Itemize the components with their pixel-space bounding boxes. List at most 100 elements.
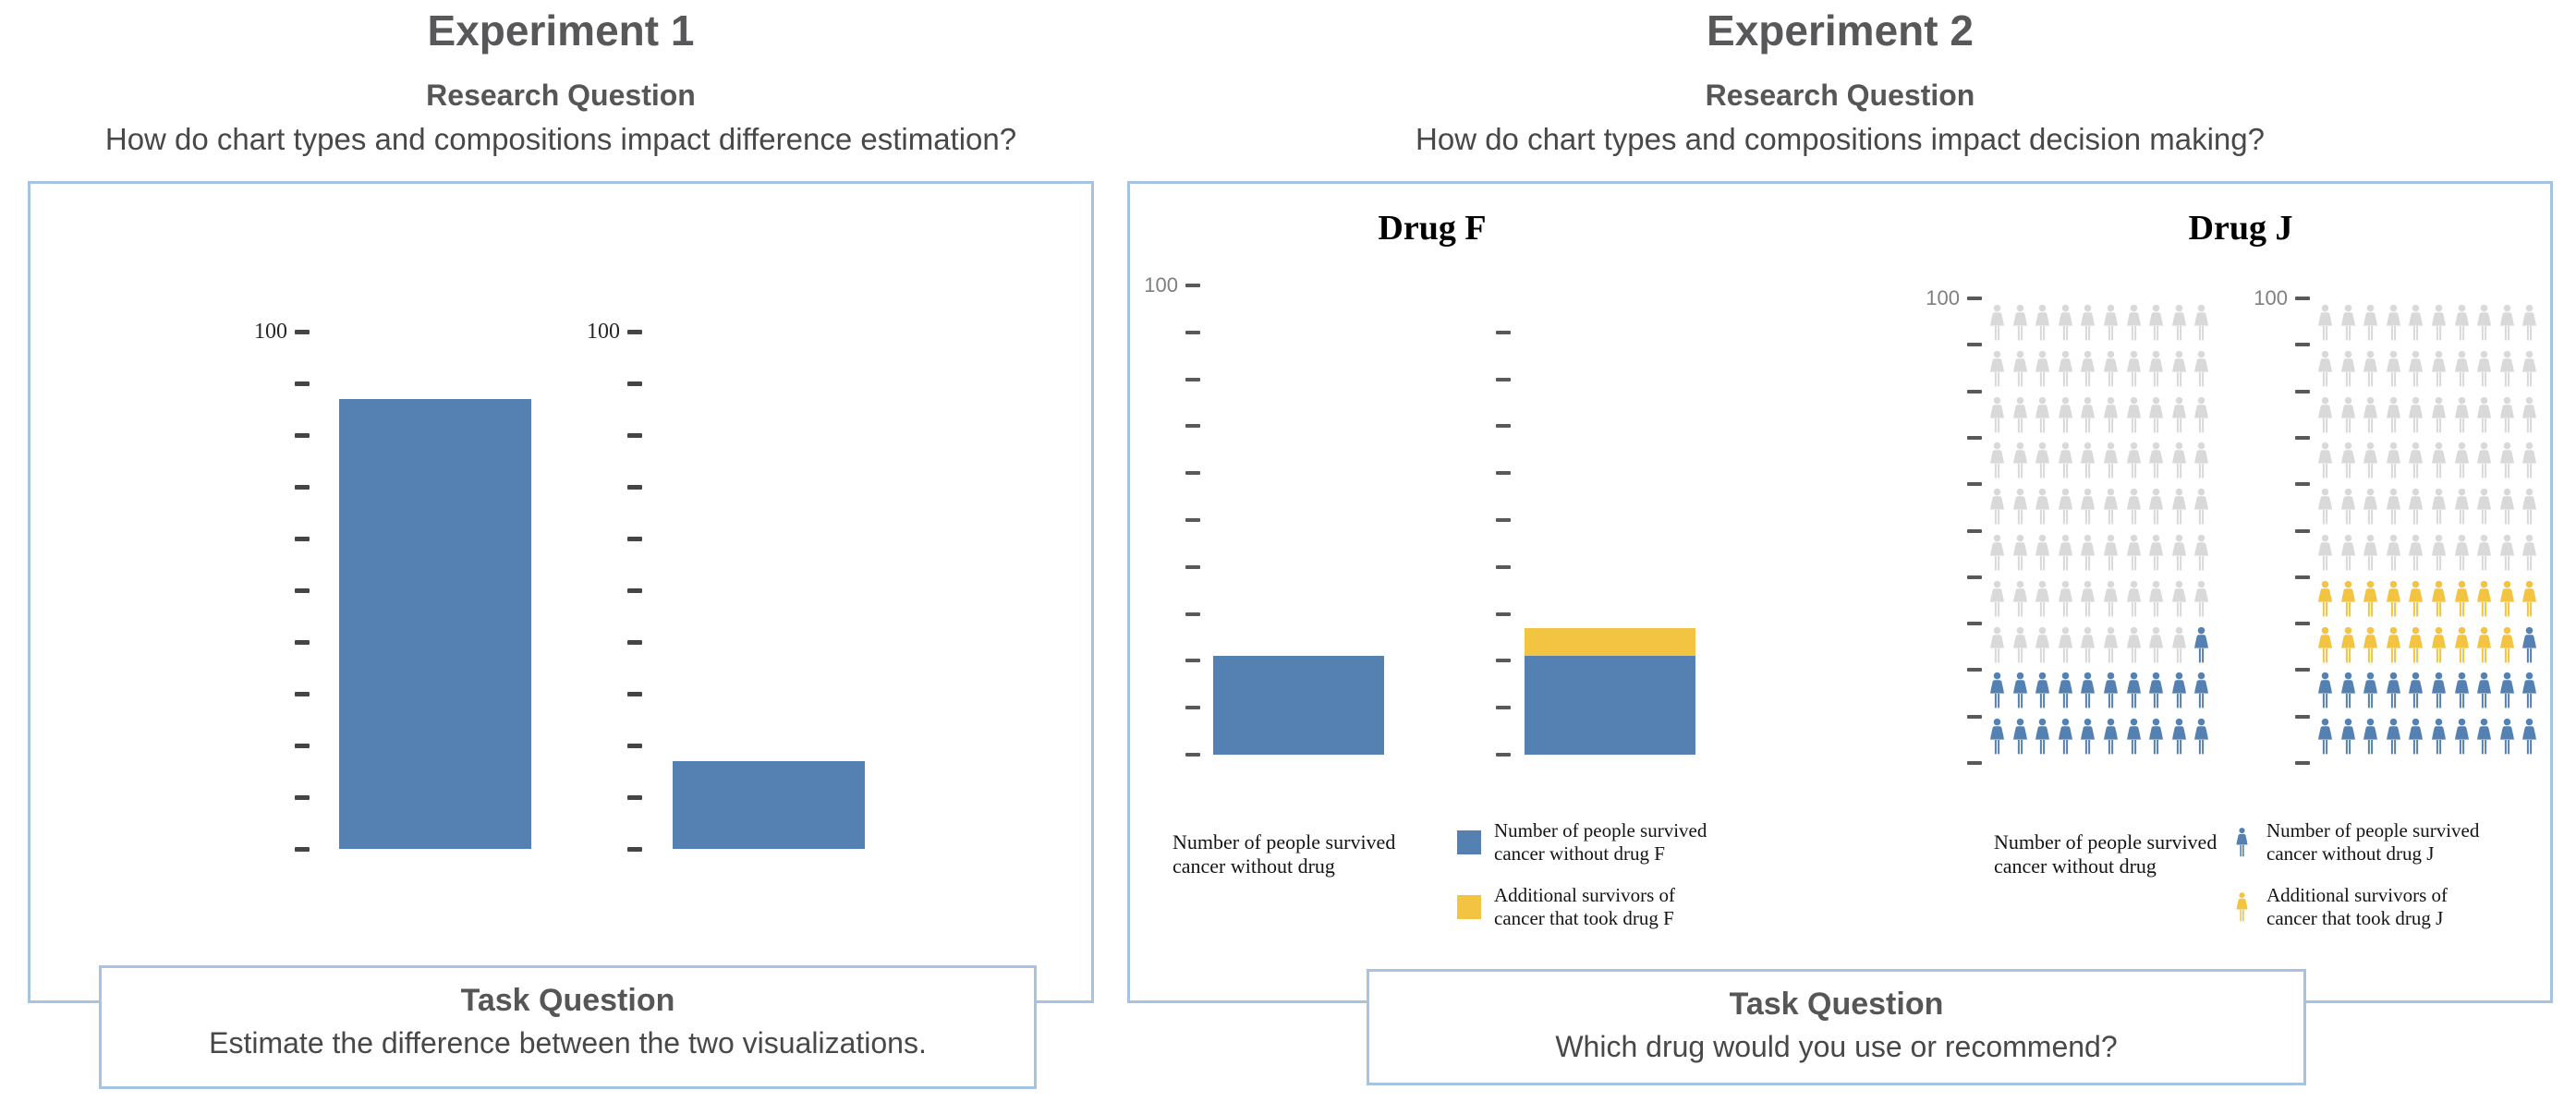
axis-tick bbox=[1496, 471, 1511, 476]
legend-label: Number of people survived cancer without… bbox=[1494, 819, 1707, 865]
person-icon bbox=[1987, 532, 2007, 574]
bar-segment bbox=[1525, 627, 1695, 657]
person-icon bbox=[2497, 486, 2517, 527]
person-icon bbox=[2033, 532, 2052, 574]
axis-tick bbox=[1185, 424, 1200, 429]
experiment1-panel: 100 100 bbox=[28, 181, 1094, 1003]
axis-tick bbox=[627, 330, 642, 334]
axis-tick bbox=[295, 588, 310, 593]
axis-tick bbox=[1185, 330, 1200, 334]
person-icon bbox=[2124, 348, 2144, 390]
person-icon bbox=[2315, 486, 2335, 527]
person-icon bbox=[2056, 486, 2075, 527]
person-icon bbox=[2315, 394, 2335, 436]
person-icon bbox=[2384, 624, 2403, 666]
bar-segment bbox=[339, 398, 531, 849]
bar-segment bbox=[1213, 656, 1384, 755]
person-icon bbox=[2361, 440, 2380, 481]
person-icon bbox=[2406, 670, 2425, 711]
axis-tick bbox=[295, 330, 310, 334]
axis-tick bbox=[295, 381, 310, 386]
person-icon bbox=[2429, 394, 2448, 436]
person-icon bbox=[2033, 486, 2052, 527]
person-icon bbox=[2169, 440, 2189, 481]
person-icon bbox=[2011, 348, 2030, 390]
person-icon bbox=[2339, 532, 2358, 574]
legend-item-drug-j-yellow: Additional survivors of cancer that took… bbox=[2228, 884, 2481, 930]
axis-tick bbox=[1496, 330, 1511, 334]
person-icon bbox=[2169, 348, 2189, 390]
person-icon bbox=[2384, 716, 2403, 757]
person-icon bbox=[2406, 348, 2425, 390]
person-icon bbox=[2078, 348, 2097, 390]
person-icon bbox=[2429, 348, 2448, 390]
axis-tick bbox=[2295, 575, 2310, 579]
person-icon bbox=[2056, 532, 2075, 574]
person-icon bbox=[2474, 578, 2494, 620]
person-icon bbox=[2497, 578, 2517, 620]
axis-tick bbox=[1496, 424, 1511, 429]
person-icon bbox=[2520, 578, 2539, 620]
person-icon bbox=[2169, 578, 2189, 620]
person-icon bbox=[2452, 302, 2472, 344]
drug-f-legend: Number of people survived cancer without… bbox=[1455, 819, 1708, 930]
person-icon bbox=[2033, 716, 2052, 757]
yellow-person-icon bbox=[2234, 890, 2250, 924]
person-icon bbox=[2056, 670, 2075, 711]
axis-tick bbox=[2295, 761, 2310, 765]
person-icon bbox=[2452, 440, 2472, 481]
drug-j-title: Drug J bbox=[2188, 209, 2293, 248]
person-icon bbox=[2169, 394, 2189, 436]
axis-tick bbox=[1185, 564, 1200, 569]
experiment1-task-box: Task Question Estimate the difference be… bbox=[99, 965, 1037, 1089]
person-icon bbox=[2520, 302, 2539, 344]
axis-max-label: 100 bbox=[587, 320, 620, 344]
drug-f-title: Drug F bbox=[1378, 209, 1487, 248]
person-icon bbox=[2011, 302, 2030, 344]
person-icon bbox=[2339, 394, 2358, 436]
axis-tick bbox=[2295, 528, 2310, 533]
person-icon bbox=[2011, 486, 2030, 527]
person-icon bbox=[2339, 578, 2358, 620]
person-icon bbox=[2146, 578, 2166, 620]
axis-tick bbox=[627, 795, 642, 800]
axis-max-label: 100 bbox=[2254, 286, 2288, 309]
person-icon bbox=[1987, 624, 2007, 666]
drug-j-legend: Number of people survived cancer without… bbox=[2228, 819, 2481, 930]
person-icon bbox=[2101, 716, 2120, 757]
person-icon bbox=[2406, 716, 2425, 757]
person-icon bbox=[2124, 578, 2144, 620]
person-icon bbox=[2192, 670, 2211, 711]
person-icon bbox=[2078, 578, 2097, 620]
person-icon bbox=[2520, 486, 2539, 527]
person-icon bbox=[2033, 348, 2052, 390]
person-icon bbox=[2124, 440, 2144, 481]
axis-tick bbox=[1967, 714, 1982, 719]
person-icon bbox=[2124, 532, 2144, 574]
person-icon bbox=[2192, 578, 2211, 620]
legend-item-drug-f-yellow: Additional survivors of cancer that took… bbox=[1455, 884, 1708, 930]
axis-tick bbox=[2295, 714, 2310, 719]
experiment2-task-label: Task Question bbox=[1729, 987, 1944, 1022]
axis-tick bbox=[627, 640, 642, 645]
person-icon bbox=[2033, 670, 2052, 711]
person-icon bbox=[2169, 532, 2189, 574]
person-icon bbox=[2169, 670, 2189, 711]
person-icon bbox=[1987, 348, 2007, 390]
person-icon bbox=[2078, 624, 2097, 666]
axis-tick bbox=[1967, 343, 1982, 347]
axis-tick bbox=[1496, 706, 1511, 710]
axis-tick bbox=[2295, 343, 2310, 347]
blue-person-icon bbox=[2234, 826, 2250, 859]
person-icon bbox=[2315, 440, 2335, 481]
legend-label: Additional survivors of cancer that took… bbox=[1494, 884, 1675, 929]
person-icon bbox=[2474, 486, 2494, 527]
experiment2-task-question: Which drug would you use or recommend? bbox=[1555, 1030, 2118, 1063]
experiment1-task-label: Task Question bbox=[460, 983, 675, 1018]
person-icon bbox=[2078, 670, 2097, 711]
person-icon bbox=[2474, 670, 2494, 711]
person-icon bbox=[2361, 302, 2380, 344]
legend-item-drug-f-blue: Number of people survived cancer without… bbox=[1455, 819, 1708, 866]
experiment1-header: Experiment 1 Research Question How do ch… bbox=[28, 7, 1094, 157]
